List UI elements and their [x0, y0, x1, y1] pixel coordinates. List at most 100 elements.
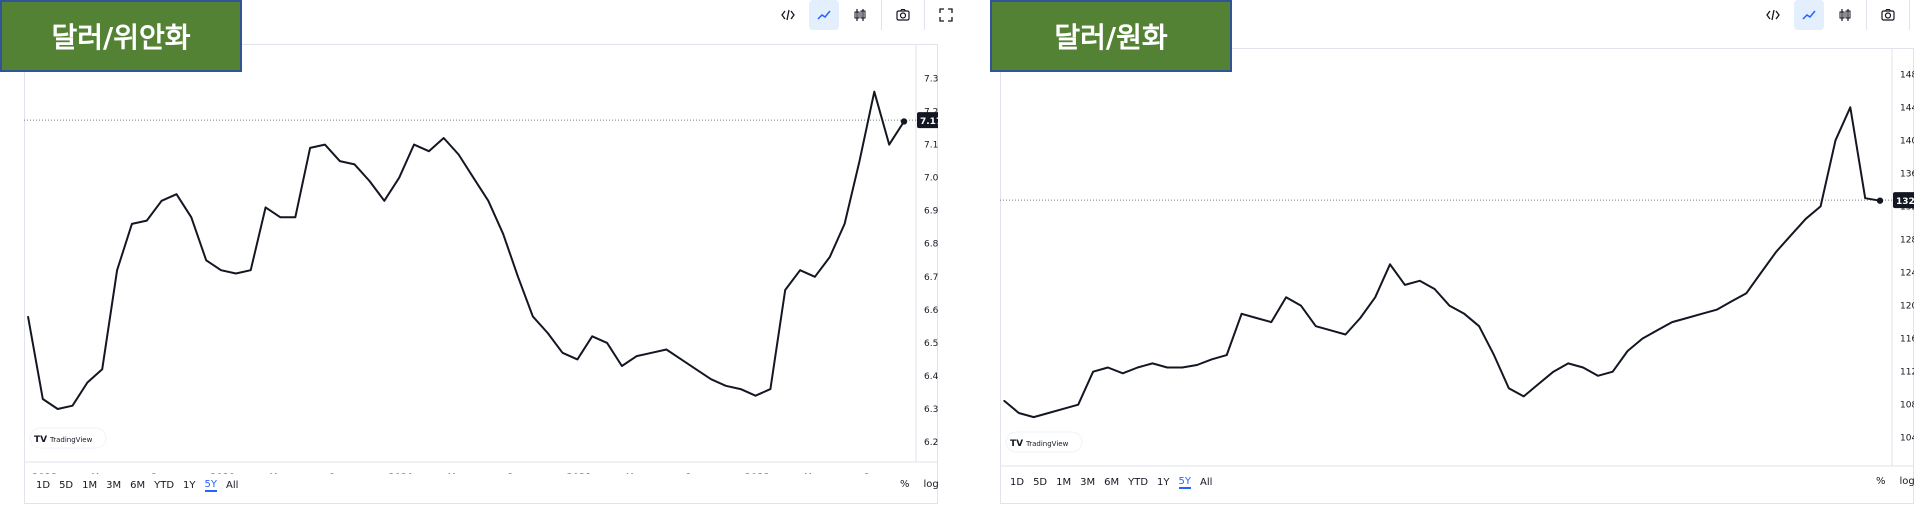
data-point: [1300, 304, 1302, 307]
data-point: [57, 408, 59, 410]
fullscreen-icon[interactable]: [1916, 0, 1920, 30]
tradingview-logo-icon: TV: [1010, 439, 1023, 449]
range-button-ytd[interactable]: YTD: [154, 480, 175, 491]
data-point: [1760, 271, 1762, 274]
data-point: [487, 200, 489, 202]
line-chart-icon[interactable]: [1794, 0, 1824, 30]
data-point: [1686, 317, 1688, 319]
fullscreen-icon[interactable]: [931, 0, 961, 30]
y-tick-label: 1080.00: [1900, 401, 1914, 411]
data-point: [1775, 251, 1777, 253]
data-point: [1226, 354, 1228, 356]
log-toggle[interactable]: log: [1899, 476, 1915, 487]
y-tick-label: 6.60000: [924, 306, 938, 316]
y-tick-label: 1480.00: [1900, 70, 1914, 80]
camera-icon[interactable]: [888, 0, 918, 30]
range-button-3m[interactable]: 3M: [1080, 477, 1096, 488]
percent-toggle[interactable]: %: [1876, 476, 1886, 487]
range-button-1y[interactable]: 1Y: [1157, 477, 1170, 488]
data-point: [1597, 375, 1599, 377]
data-point: [324, 144, 326, 146]
data-point: [532, 315, 534, 318]
candlestick-icon[interactable]: [845, 0, 875, 30]
y-tick-label: 6.70000: [924, 273, 938, 283]
range-button-1m[interactable]: 1M: [82, 480, 98, 491]
range-button-1y[interactable]: 1Y: [183, 480, 196, 491]
data-point: [606, 342, 608, 344]
range-button-5d[interactable]: 5D: [1033, 477, 1048, 488]
x-tick-label: May: [804, 473, 823, 474]
data-point: [1077, 404, 1079, 406]
data-point: [1344, 333, 1347, 336]
data-point: [561, 352, 564, 354]
data-point: [1745, 292, 1747, 294]
y-tick-label: 1160.00: [1900, 335, 1914, 345]
y-tick-label: 6.90000: [924, 207, 938, 217]
data-point: [1092, 371, 1094, 373]
data-point: [42, 398, 44, 400]
data-point: [1240, 313, 1243, 315]
x-tick-label: 2021: [567, 473, 592, 474]
data-point: [1211, 358, 1213, 360]
data-point: [1701, 313, 1703, 315]
range-button-all[interactable]: All: [226, 480, 239, 491]
data-point: [1359, 317, 1361, 319]
usd-cny-chart[interactable]: 7.300007.200007.100007.000006.900006.800…: [24, 44, 938, 474]
usd-krw-chart[interactable]: 1480.001440.001400.001360.001320.001280.…: [1000, 48, 1914, 474]
percent-toggle[interactable]: %: [900, 479, 910, 490]
data-point: [428, 150, 430, 152]
data-point: [1626, 350, 1629, 352]
range-selector: 1D 5D 1M 3M 6M YTD 1Y 5Y All: [1010, 476, 1212, 489]
data-point: [71, 405, 74, 407]
data-point: [1003, 399, 1005, 402]
range-button-3m[interactable]: 3M: [106, 480, 122, 491]
range-button-1m[interactable]: 1M: [1056, 477, 1072, 488]
range-button-1d[interactable]: 1D: [1010, 477, 1025, 488]
range-button-all[interactable]: All: [1200, 477, 1213, 488]
data-point: [1463, 313, 1465, 315]
data-point: [413, 144, 415, 146]
code-icon[interactable]: [1758, 0, 1788, 30]
last-price-badge: 7.17402: [917, 112, 938, 129]
range-button-1d[interactable]: 1D: [36, 480, 51, 491]
data-point: [665, 348, 668, 351]
candlestick-icon[interactable]: [1830, 0, 1860, 30]
last-price-label: 7.17402: [920, 117, 938, 127]
range-button-5y[interactable]: 5Y: [204, 479, 218, 492]
usd-krw-panel: 달러/원화 1480.001440.001400.001360.001320.0…: [990, 0, 1920, 506]
data-point: [101, 368, 103, 370]
data-point: [339, 160, 341, 162]
data-point: [1730, 300, 1733, 303]
scale-controls: % log: [1876, 476, 1915, 487]
data-point: [161, 200, 163, 202]
x-tick-label: May: [270, 473, 289, 474]
last-price-label: 1327.61: [1896, 197, 1914, 207]
log-toggle[interactable]: log: [923, 479, 939, 490]
range-button-6m[interactable]: 6M: [130, 480, 146, 491]
data-point: [1552, 371, 1554, 373]
range-button-ytd[interactable]: YTD: [1128, 477, 1149, 488]
data-point: [1122, 372, 1124, 374]
data-point: [695, 368, 697, 370]
camera-icon[interactable]: [1873, 0, 1903, 30]
scale-controls: % log: [900, 479, 939, 490]
line-chart-icon[interactable]: [809, 0, 839, 30]
range-button-5y[interactable]: 5Y: [1178, 476, 1192, 489]
x-tick-label: 2019: [210, 473, 235, 474]
range-selector: 1D 5D 1M 3M 6M YTD 1Y 5Y All: [36, 479, 238, 492]
data-point: [740, 388, 742, 390]
x-tick-label: 2020: [388, 473, 413, 474]
y-tick-label: 7.10000: [924, 141, 938, 151]
range-button-5d[interactable]: 5D: [59, 480, 74, 491]
last-point-marker: [1876, 197, 1884, 204]
code-icon[interactable]: [773, 0, 803, 30]
data-point: [1805, 218, 1807, 220]
data-point: [220, 269, 222, 271]
range-button-6m[interactable]: 6M: [1104, 477, 1120, 488]
toolbar-divider: [881, 0, 882, 30]
data-point: [725, 385, 727, 387]
data-point: [769, 388, 771, 390]
data-point: [784, 289, 786, 291]
data-point: [1790, 234, 1792, 236]
y-tick-label: 1440.00: [1900, 103, 1914, 113]
